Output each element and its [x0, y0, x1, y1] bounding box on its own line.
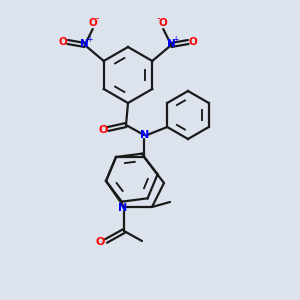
Text: O: O [98, 125, 108, 135]
Text: O: O [88, 18, 97, 28]
Text: O: O [58, 37, 67, 47]
Text: +: + [86, 35, 92, 44]
Text: O: O [159, 18, 168, 28]
Text: -: - [157, 13, 160, 23]
Text: +: + [172, 35, 179, 44]
Text: N: N [167, 39, 176, 49]
Text: N: N [140, 130, 150, 140]
Text: N: N [118, 203, 127, 213]
Text: O: O [189, 37, 198, 47]
Text: N: N [80, 39, 89, 49]
Text: -: - [96, 13, 100, 23]
Text: O: O [95, 237, 105, 247]
